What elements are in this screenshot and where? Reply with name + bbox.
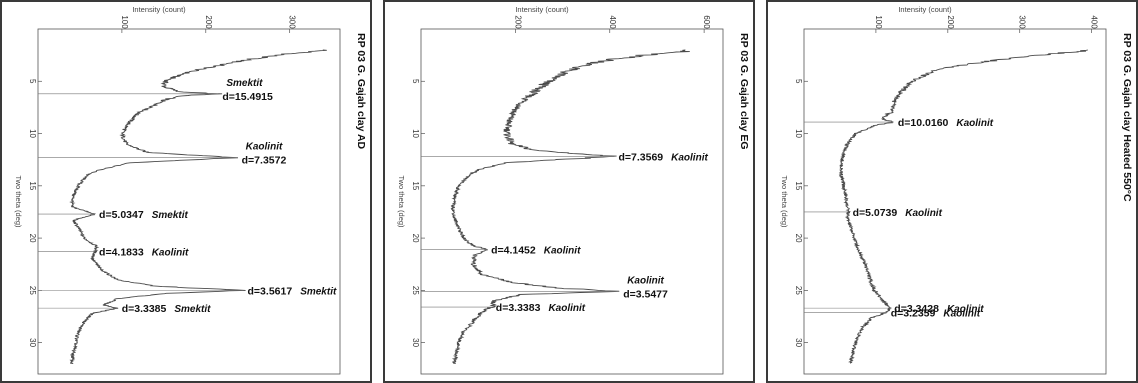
two-theta-tick-label: 20 [794, 234, 803, 243]
peak-d-spacing-label: d=3.3383 [496, 302, 541, 314]
peak-mineral-label: Kaolinit [544, 246, 581, 257]
intensity-axis-title: Intensity (count) [515, 5, 569, 14]
intensity-axis-title: Intensity (count) [898, 5, 952, 14]
peak-mineral-label: Kaolinit [947, 304, 984, 315]
peak-d-spacing-label: d=15.4915 [222, 91, 273, 103]
diffractogram-trace [69, 49, 327, 364]
peak-d-spacing-label: d=5.0739 [853, 207, 898, 219]
two-theta-tick-label: 20 [411, 234, 420, 243]
plot-frame [420, 28, 724, 375]
two-theta-tick-label: 5 [28, 79, 37, 84]
intensity-tick-label: 200 [204, 15, 213, 29]
panel-title: RP 03 G. Gajah clay AD [355, 33, 367, 150]
diffractogram-trace [450, 49, 690, 364]
two-theta-tick-label: 30 [794, 338, 803, 347]
intensity-tick-label: 100 [874, 15, 883, 29]
peak-d-spacing-label: d=3.5617 [248, 285, 293, 297]
two-theta-tick-label: 25 [28, 286, 37, 295]
peak-d-spacing-label: d=4.1833 [99, 247, 144, 259]
peak-mineral-label: Kaolinit [943, 308, 980, 319]
intensity-tick-label: 200 [513, 15, 522, 29]
xrd-chart-heated: Intensity (count) 100 200 300 400 5 10 15 20 25 30… [780, 5, 1133, 375]
two-theta-tick-label: 10 [28, 129, 37, 138]
two-theta-tick-label: 10 [794, 129, 803, 138]
two-theta-tick-label: 20 [28, 234, 37, 243]
peak-mineral-label: Kaolinit [671, 153, 708, 164]
two-theta-axis-title: Two theta (deg) [397, 175, 406, 228]
peak-d-spacing-label: d=3.5477 [623, 288, 668, 300]
two-theta-tick-label: 25 [411, 286, 420, 295]
peak-mineral-label: Smektit [226, 78, 263, 89]
panel-title: RP 03 G. Gajah clay Heated 550°C [1121, 33, 1133, 202]
intensity-tick-label: 200 [946, 15, 955, 29]
peak-mineral-label: Smektit [300, 286, 337, 297]
peak-d-spacing-label: d=3.3428 [894, 303, 939, 315]
diffractogram-trace [838, 49, 1088, 364]
xrd-chart-ethylene-glycol: Intensity (count)200 400 600 5 10 15 20 25 30 Two… [397, 5, 750, 375]
peak-mineral-label: Kaolinit [152, 248, 189, 259]
intensity-tick-label: 100 [120, 15, 129, 29]
intensity-tick-label: 300 [288, 15, 297, 29]
two-theta-tick-label: 5 [411, 79, 420, 84]
peak-d-spacing-label: d=10.0160 [898, 117, 949, 129]
peak-mineral-label: Smektit [152, 210, 189, 221]
plot-frame [37, 28, 341, 375]
two-theta-tick-label: 30 [28, 338, 37, 347]
panel-title: RP 03 G. Gajah clay EG [738, 33, 750, 150]
peak-mineral-label: Kaolinit [627, 275, 664, 286]
two-theta-tick-label: 25 [794, 286, 803, 295]
xrd-panel-ethylene-glycol: Intensity (count) 200 400 600 5 10 15 20 25 30 Two… [383, 0, 755, 383]
two-theta-tick-label: 15 [411, 181, 420, 190]
two-theta-axis-title: Two theta (deg) [14, 175, 23, 228]
plot-frame [803, 28, 1107, 375]
peak-mineral-label: Kaolinit [956, 118, 993, 129]
peak-mineral-label: Kaolinit [548, 303, 585, 314]
intensity-tick-label: 400 [1090, 15, 1099, 29]
two-theta-tick-label: 5 [794, 79, 803, 84]
peak-d-spacing-label: d=7.3569 [618, 152, 663, 164]
peak-d-spacing-label: d=3.2359 [891, 307, 936, 319]
two-theta-tick-label: 15 [794, 181, 803, 190]
xrd-chart-air-dried: Intensity (count)100 200 300 5 10 15 20 25 30 Two… [14, 5, 367, 375]
intensity-axis-title: Intensity (count) [132, 5, 186, 14]
two-theta-tick-label: 30 [411, 338, 420, 347]
two-theta-tick-label: 10 [411, 129, 420, 138]
peak-mineral-label: Smektit [174, 304, 211, 315]
peak-d-spacing-label: d=4.1452 [491, 245, 536, 257]
peak-d-spacing-label: d=7.3572 [242, 155, 287, 167]
xrd-panel-air-dried: Intensity (count) 100 200 300 5 10 15 20 25 30 Two… [0, 0, 372, 383]
peak-mineral-label: Kaolinit [246, 142, 283, 153]
intensity-tick-label: 300 [1018, 15, 1027, 29]
two-theta-tick-label: 15 [28, 181, 37, 190]
peak-mineral-label: Kaolinit [905, 208, 942, 219]
peak-d-spacing-label: d=3.3385 [122, 303, 167, 315]
xrd-panel-heated: Intensity (count) 100 200 300 400 5 10 15 20 25 30… [766, 0, 1138, 383]
intensity-tick-label: 600 [702, 15, 711, 29]
peak-d-spacing-label: d=5.0347 [99, 209, 144, 221]
intensity-tick-label: 400 [608, 15, 617, 29]
two-theta-axis-title: Two theta (deg) [780, 175, 789, 228]
